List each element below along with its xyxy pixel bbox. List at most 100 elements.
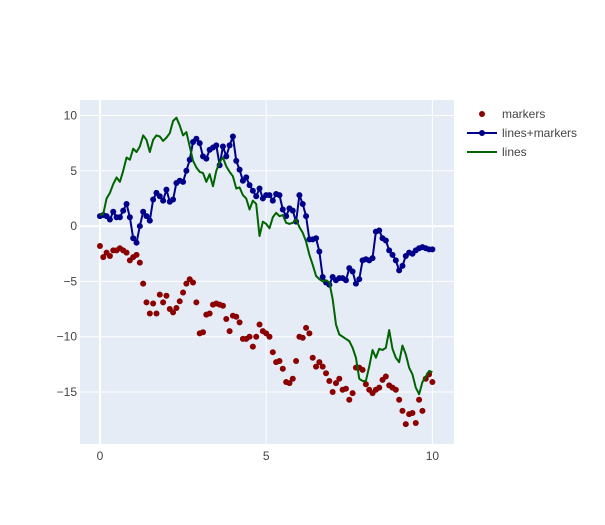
data-point <box>352 280 359 287</box>
data-point <box>319 273 326 280</box>
data-point <box>156 193 163 200</box>
data-point <box>176 298 183 305</box>
legend-item[interactable]: markers <box>479 107 545 121</box>
data-point <box>136 223 143 230</box>
data-point <box>163 186 170 193</box>
data-point <box>392 257 399 264</box>
x-tick-label: 0 <box>97 449 104 463</box>
data-point <box>219 143 226 150</box>
data-point <box>382 237 389 244</box>
data-point <box>279 206 286 213</box>
data-point <box>359 366 366 373</box>
data-point <box>376 227 383 234</box>
data-point <box>382 373 389 380</box>
data-point <box>136 259 143 266</box>
data-point <box>233 157 240 164</box>
data-point <box>133 251 140 258</box>
data-point <box>303 213 310 220</box>
legend[interactable]: markers lines+markers lines <box>467 107 577 159</box>
series-markers <box>96 243 436 428</box>
legend-label: lines+markers <box>502 126 577 140</box>
data-point <box>316 359 323 366</box>
data-point <box>399 407 406 414</box>
data-point <box>419 407 426 414</box>
data-point <box>279 365 286 372</box>
data-point <box>163 292 170 299</box>
data-point <box>266 333 273 340</box>
legend-label: markers <box>502 107 545 121</box>
data-point <box>153 310 160 317</box>
data-point <box>269 197 276 204</box>
data-point <box>253 193 260 200</box>
data-point <box>226 142 233 149</box>
data-point <box>123 200 130 207</box>
data-point <box>269 349 276 356</box>
data-point <box>236 166 243 173</box>
data-point <box>180 289 187 296</box>
data-point <box>160 197 167 204</box>
data-point <box>126 214 133 221</box>
y-tick-label: 10 <box>64 108 78 122</box>
data-point <box>329 389 336 396</box>
data-point <box>170 309 177 316</box>
data-point <box>429 379 436 386</box>
data-point <box>409 410 416 417</box>
data-point <box>389 251 396 258</box>
data-point <box>219 302 226 309</box>
y-axis-ticks: 10 5 0 −5 −10 −15 <box>57 108 78 399</box>
data-point <box>356 276 363 283</box>
data-point <box>416 396 423 403</box>
data-point <box>349 268 356 275</box>
legend-item[interactable]: lines+markers <box>467 126 577 140</box>
legend-label: lines <box>502 145 527 159</box>
data-point <box>143 213 150 220</box>
data-point <box>326 377 333 384</box>
data-point <box>226 328 233 335</box>
data-point <box>349 390 356 397</box>
data-point <box>306 330 313 337</box>
data-point <box>319 363 326 370</box>
data-point <box>296 192 303 199</box>
data-point <box>183 280 190 287</box>
data-point <box>362 381 369 388</box>
legend-item[interactable]: lines <box>467 145 527 159</box>
data-point <box>299 200 306 207</box>
data-point <box>303 324 310 331</box>
data-point <box>140 280 147 287</box>
data-point <box>123 249 130 256</box>
x-axis-ticks: 0 5 10 <box>97 449 440 463</box>
data-point <box>110 208 117 215</box>
legend-swatch-marker <box>479 130 485 136</box>
data-point <box>106 252 113 259</box>
data-point <box>396 267 403 274</box>
data-point <box>133 239 140 246</box>
data-point <box>150 300 157 307</box>
data-point <box>106 216 113 223</box>
data-point <box>376 384 383 391</box>
data-point <box>160 299 167 306</box>
data-point <box>146 217 153 224</box>
y-tick-label: −10 <box>57 330 78 344</box>
data-point <box>342 385 349 392</box>
data-point <box>386 247 393 254</box>
data-point <box>256 185 263 192</box>
data-point <box>396 396 403 403</box>
data-point <box>156 291 163 298</box>
data-point <box>246 333 253 340</box>
data-point <box>173 304 180 311</box>
series-line <box>99 116 433 396</box>
series-lines <box>99 116 433 396</box>
data-point <box>323 370 330 377</box>
y-tick-label: 5 <box>70 164 77 178</box>
data-point <box>183 167 190 174</box>
y-tick-label: −15 <box>57 385 78 399</box>
data-point <box>249 187 256 194</box>
data-point <box>392 386 399 393</box>
data-point <box>313 363 320 370</box>
data-point <box>229 133 236 140</box>
data-point <box>253 333 260 340</box>
data-point <box>200 329 206 336</box>
data-point <box>243 174 250 181</box>
data-point <box>203 155 210 162</box>
data-point <box>402 421 409 428</box>
